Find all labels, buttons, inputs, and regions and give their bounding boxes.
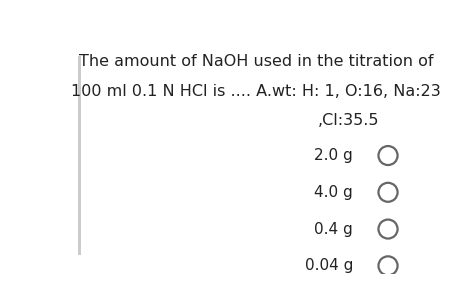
Text: 0.04 g: 0.04 g xyxy=(305,258,353,273)
Bar xyxy=(78,56,81,255)
Text: 0.4 g: 0.4 g xyxy=(314,221,353,237)
Text: ,Cl:35.5: ,Cl:35.5 xyxy=(318,113,379,128)
Text: 100 ml 0.1 N HCl is .... A.wt: H: 1, O:16, Na:23: 100 ml 0.1 N HCl is .... A.wt: H: 1, O:1… xyxy=(71,84,441,99)
Text: 2.0 g: 2.0 g xyxy=(314,148,353,163)
Text: 4.0 g: 4.0 g xyxy=(314,185,353,200)
Text: The amount of NaOH used in the titration of: The amount of NaOH used in the titration… xyxy=(79,54,433,69)
